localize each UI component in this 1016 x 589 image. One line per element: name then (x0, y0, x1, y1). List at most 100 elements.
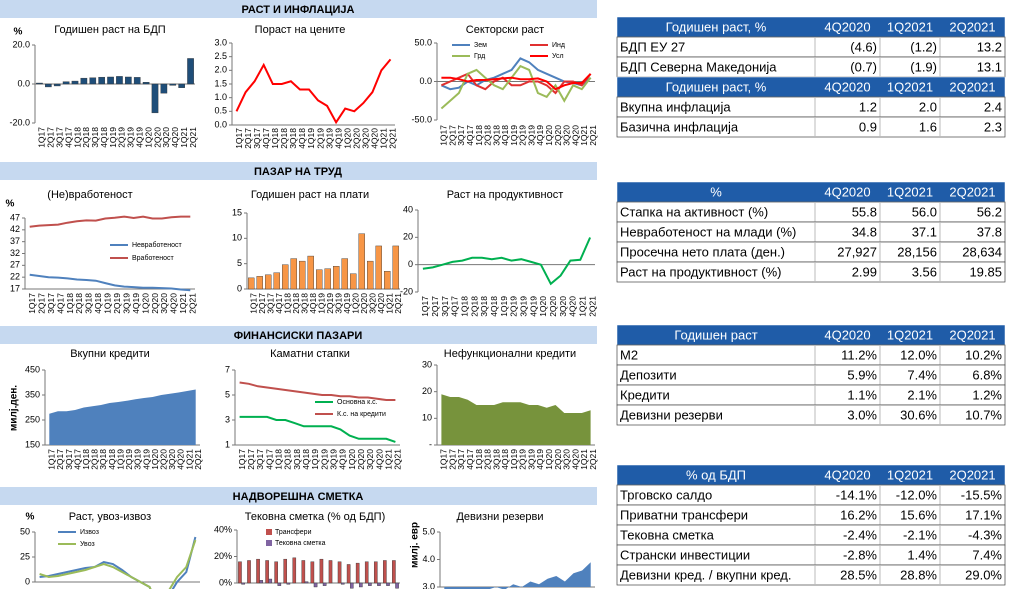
x-tick-label: 2Q18 (279, 128, 289, 149)
table-header-cell: 1Q2021 (887, 184, 933, 199)
x-tick-label: 4Q17 (55, 293, 65, 314)
table-cell: 28,634 (962, 244, 1002, 259)
x-tick-label: 3Q17 (266, 293, 276, 314)
chart: Годишен раст на плати0510151Q172Q173Q174… (232, 189, 403, 314)
x-tick-label: 3Q17 (252, 128, 262, 149)
bar (350, 273, 357, 290)
table-cell: 2.3 (984, 119, 1002, 134)
bar (277, 582, 282, 586)
table-row (616, 344, 1006, 366)
bar (358, 233, 365, 290)
x-tick-label: 3Q18 (84, 293, 94, 314)
bar (89, 77, 97, 85)
x-tick-label: 2Q21 (588, 125, 598, 146)
y-tick-label: 0 (408, 259, 413, 269)
y-tick-label: 20 (403, 232, 413, 242)
bar (241, 582, 245, 585)
x-tick-label: 4Q20 (570, 449, 580, 470)
table-header (616, 464, 1006, 486)
bar (116, 76, 123, 85)
x-tick-label: 4Q18 (489, 296, 499, 317)
legend-label: Инд (552, 42, 565, 49)
x-tick-label: 2Q20 (553, 125, 563, 146)
x-tick-label: 2Q21 (388, 128, 398, 149)
y-tick-label: 20 (422, 386, 432, 396)
table-cell: 1.2 (859, 99, 877, 114)
y-tick-label: 0.0 (214, 119, 227, 129)
table-cell: 10.7% (965, 407, 1002, 422)
table-cell: Базична инфлација (620, 119, 739, 134)
x-tick-label: 1Q21 (179, 127, 189, 148)
x-tick-label: 2Q17 (447, 125, 457, 146)
x-tick-label: 3Q19 (126, 127, 136, 148)
table-cell: 6.8% (972, 367, 1002, 382)
table-cell: 3.56 (912, 264, 937, 279)
x-tick-label: 4Q18 (500, 449, 510, 470)
table-header-cell: 2Q2021 (949, 327, 995, 342)
bar (349, 582, 354, 589)
table-cell: БДП ЕУ 27 (620, 39, 685, 54)
x-tick-label: 1Q19 (317, 293, 327, 314)
y-tick-label: 42 (10, 224, 20, 234)
table-row (616, 384, 1006, 406)
x-tick-label: 3Q19 (329, 449, 339, 470)
bar (80, 77, 88, 85)
x-tick-label: 1Q17 (47, 449, 57, 470)
table-cell: 2.4 (984, 99, 1002, 114)
x-tick-label: 4Q20 (169, 293, 179, 314)
x-tick-label: 4Q19 (333, 128, 343, 149)
table-cell: 34.8 (852, 224, 877, 239)
x-tick-label: 2Q18 (90, 449, 100, 470)
table-cell: Девизни резерви (620, 407, 723, 422)
line (239, 415, 396, 443)
x-tick-label: 1Q20 (140, 293, 150, 314)
y-tick-label: 3 (225, 414, 230, 424)
table-cell: М2 (620, 347, 638, 362)
y-tick-label: 0.5 (214, 106, 227, 116)
x-tick-label: 1Q21 (579, 449, 589, 470)
table-cell: Депозити (620, 367, 677, 382)
x-tick-label: 1Q17 (37, 127, 47, 148)
bar (265, 274, 272, 290)
bar (386, 582, 390, 586)
x-tick-label: 2Q17 (430, 296, 440, 317)
table-cell: 2.1% (907, 387, 937, 402)
x-tick-label: 1Q18 (270, 128, 280, 149)
x-tick-label: 2Q21 (193, 449, 203, 470)
y-tick-label: 32 (10, 248, 20, 258)
y-axis-label: милј.ден. (9, 385, 20, 431)
table-cell: -2.4% (843, 527, 877, 542)
y-tick-label: 0.0 (17, 78, 30, 88)
x-tick-label: 3Q18 (292, 449, 302, 470)
bar (238, 561, 242, 584)
table-header (616, 181, 1006, 203)
bar (265, 560, 269, 584)
bar (273, 272, 280, 290)
chart-title: Девизни резерви (456, 511, 543, 523)
table-cell: 30.6% (900, 407, 937, 422)
x-tick-label: 3Q17 (456, 449, 466, 470)
bar (301, 560, 306, 584)
bar (355, 562, 360, 584)
y-tick-label: 20% (214, 551, 232, 561)
x-tick-label: 3Q19 (526, 125, 536, 146)
table-cell: БДП Северна Македонија (620, 59, 777, 74)
x-tick-label: 4Q19 (134, 127, 144, 148)
line (239, 381, 396, 401)
y-tick-label: 250 (25, 414, 40, 424)
bar (36, 82, 43, 85)
line (235, 58, 392, 125)
x-tick-label: 4Q18 (107, 449, 117, 470)
chart: Тековна сметка (% од БДП) 0% 20% 40% Трансфе… (214, 511, 400, 589)
bar (98, 76, 105, 85)
x-tick-label: 1Q21 (184, 449, 194, 470)
y-tick-label: 15 (232, 207, 242, 217)
bar (142, 82, 150, 85)
x-tick-label: 2Q20 (152, 127, 162, 148)
table-row (616, 116, 1006, 138)
x-tick-label: 1Q18 (460, 296, 470, 317)
legend-swatch (266, 529, 272, 535)
x-tick-label: 1Q20 (544, 125, 554, 146)
chart-title: Годишен раст на БДП (54, 24, 165, 36)
